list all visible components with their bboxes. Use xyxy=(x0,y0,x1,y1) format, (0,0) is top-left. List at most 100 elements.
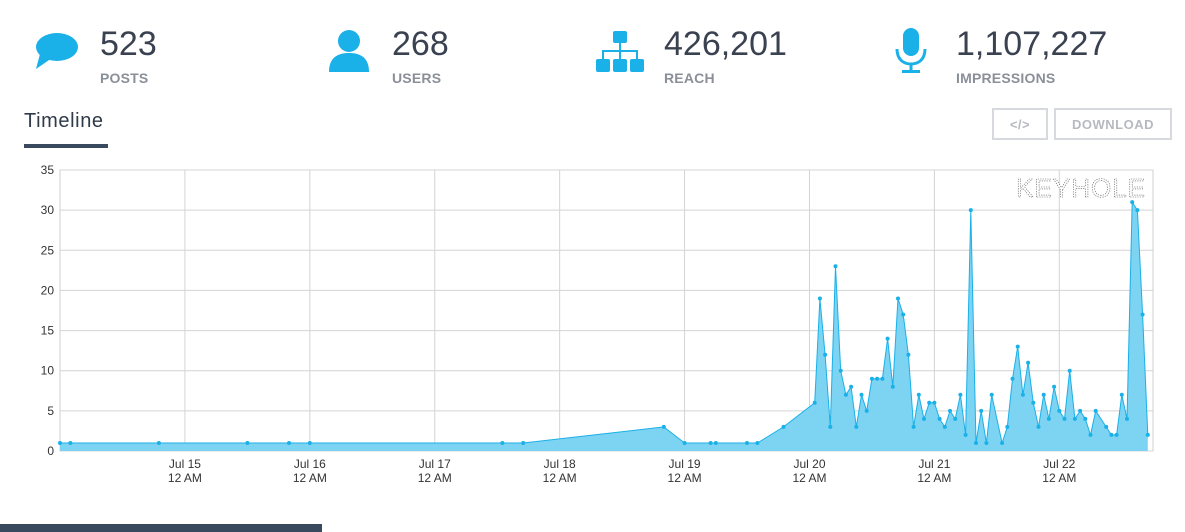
data-point[interactable] xyxy=(922,416,926,421)
data-point[interactable] xyxy=(521,441,526,445)
data-point[interactable] xyxy=(287,441,291,445)
data-point[interactable] xyxy=(916,392,921,397)
data-point[interactable] xyxy=(245,441,250,445)
data-point[interactable] xyxy=(948,408,952,413)
data-point[interactable] xyxy=(1135,208,1140,213)
data-point[interactable] xyxy=(828,424,833,429)
data-point[interactable] xyxy=(781,424,786,429)
microphone-icon xyxy=(895,28,927,73)
data-point[interactable] xyxy=(849,384,854,389)
data-point[interactable] xyxy=(1088,432,1093,437)
data-point[interactable] xyxy=(932,400,937,405)
data-point[interactable] xyxy=(885,336,890,341)
data-point[interactable] xyxy=(156,441,161,445)
data-point[interactable] xyxy=(1041,392,1046,397)
data-point[interactable] xyxy=(682,441,687,445)
data-point[interactable] xyxy=(890,384,895,389)
bottom-progress-bar xyxy=(0,524,322,532)
data-point[interactable] xyxy=(1005,424,1010,429)
data-point[interactable] xyxy=(1062,416,1067,421)
data-point[interactable] xyxy=(843,392,848,397)
data-point[interactable] xyxy=(1046,416,1051,421)
data-point[interactable] xyxy=(1057,408,1062,413)
data-point[interactable] xyxy=(880,376,885,381)
data-point[interactable] xyxy=(838,368,843,373)
data-point[interactable] xyxy=(989,392,994,397)
stat-impressions: 1,107,227 IMPRESSIONS xyxy=(894,24,1154,88)
data-point[interactable] xyxy=(1125,416,1129,421)
data-point[interactable] xyxy=(963,432,968,437)
data-point[interactable] xyxy=(974,441,978,445)
data-point[interactable] xyxy=(1015,344,1020,349)
data-point[interactable] xyxy=(817,296,822,301)
data-point[interactable] xyxy=(68,441,73,445)
data-point[interactable] xyxy=(500,441,505,445)
data-point[interactable] xyxy=(942,424,947,429)
data-point[interactable] xyxy=(979,408,984,413)
x-tick-label: Jul 16 xyxy=(294,457,326,471)
data-point[interactable] xyxy=(1114,432,1119,437)
data-point[interactable] xyxy=(953,416,958,421)
x-tick-label: Jul 20 xyxy=(793,457,825,471)
data-point[interactable] xyxy=(875,376,880,381)
x-tick-sublabel: 12 AM xyxy=(668,471,702,485)
data-point[interactable] xyxy=(901,312,906,317)
data-point[interactable] xyxy=(1083,416,1088,421)
data-point[interactable] xyxy=(869,376,874,381)
data-point[interactable] xyxy=(1052,384,1057,389)
data-point[interactable] xyxy=(984,441,989,445)
data-point[interactable] xyxy=(1109,432,1114,437)
data-point[interactable] xyxy=(755,441,760,445)
data-point[interactable] xyxy=(823,352,828,357)
x-tick-sublabel: 12 AM xyxy=(1042,471,1076,485)
stat-impressions-value: 1,107,227 xyxy=(956,25,1108,63)
data-point[interactable] xyxy=(1093,408,1098,413)
stat-users-value: 268 xyxy=(392,25,449,63)
data-point[interactable] xyxy=(1000,441,1005,445)
data-point[interactable] xyxy=(958,392,963,397)
keyhole-watermark: KEYHOLE xyxy=(1016,173,1146,203)
data-point[interactable] xyxy=(58,441,62,445)
y-tick-label: 35 xyxy=(41,163,55,177)
chart-grid xyxy=(59,169,1154,452)
data-point[interactable] xyxy=(307,441,312,445)
data-point[interactable] xyxy=(937,416,942,421)
x-tick-label: Jul 15 xyxy=(169,457,201,471)
data-point[interactable] xyxy=(911,424,916,429)
data-point[interactable] xyxy=(661,424,666,429)
data-point[interactable] xyxy=(1078,408,1083,413)
data-point[interactable] xyxy=(859,392,864,397)
data-point[interactable] xyxy=(968,208,973,213)
data-point[interactable] xyxy=(1119,392,1124,397)
x-tick-sublabel: 12 AM xyxy=(168,471,202,485)
data-point[interactable] xyxy=(906,352,911,357)
stat-impressions-label: IMPRESSIONS xyxy=(956,70,1056,86)
data-point[interactable] xyxy=(1145,432,1150,437)
data-point[interactable] xyxy=(1026,360,1031,365)
y-tick-label: 5 xyxy=(47,404,54,418)
download-button[interactable]: DOWNLOAD xyxy=(1054,108,1172,140)
data-point[interactable] xyxy=(1072,416,1077,421)
data-point[interactable] xyxy=(812,400,817,405)
y-tick-label: 10 xyxy=(41,364,55,378)
data-point[interactable] xyxy=(1010,376,1015,381)
series-line xyxy=(60,200,1149,445)
embed-code-button[interactable]: </> xyxy=(992,108,1048,140)
data-point[interactable] xyxy=(1031,400,1036,405)
data-point[interactable] xyxy=(1036,424,1041,429)
data-point[interactable] xyxy=(864,408,869,413)
data-point[interactable] xyxy=(1104,424,1109,429)
data-point[interactable] xyxy=(833,264,838,269)
data-point[interactable] xyxy=(708,441,713,445)
data-point[interactable] xyxy=(713,441,718,445)
tab-timeline[interactable]: Timeline xyxy=(24,110,104,132)
data-point[interactable] xyxy=(745,441,749,445)
data-point[interactable] xyxy=(1140,312,1145,317)
data-point[interactable] xyxy=(896,296,900,301)
data-point[interactable] xyxy=(1130,200,1135,205)
data-point[interactable] xyxy=(1067,368,1072,373)
data-point[interactable] xyxy=(927,400,932,405)
data-point[interactable] xyxy=(854,424,859,429)
data-point[interactable] xyxy=(1020,392,1025,397)
